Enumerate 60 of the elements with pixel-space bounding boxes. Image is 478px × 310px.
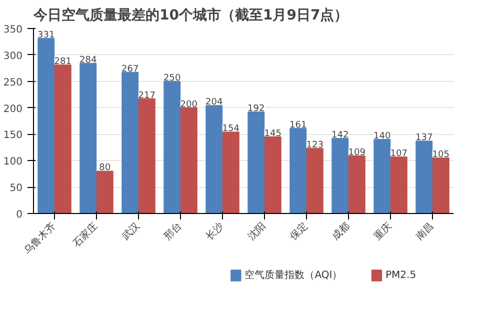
y-tick-label: 50 <box>10 183 23 194</box>
bar <box>164 80 181 214</box>
bar <box>290 128 307 214</box>
data-label: 217 <box>138 90 156 101</box>
data-label: 145 <box>264 128 282 139</box>
bar <box>306 148 324 214</box>
x-tick-label: 邢台 <box>162 220 184 243</box>
data-label: 161 <box>290 120 307 130</box>
data-label: 80 <box>99 163 111 174</box>
bar <box>332 138 349 214</box>
bar <box>248 112 265 214</box>
bar <box>180 107 198 214</box>
x-tick-label: 沈阳 <box>246 220 268 243</box>
bar <box>206 105 223 214</box>
bar <box>96 170 114 214</box>
data-label: 140 <box>374 132 391 142</box>
legend-label: PM2.5 <box>386 270 416 281</box>
data-label: 331 <box>38 30 55 41</box>
data-label: 142 <box>332 130 349 140</box>
data-label: 105 <box>432 150 450 160</box>
data-label: 281 <box>54 56 72 67</box>
bar <box>138 98 156 214</box>
bar <box>38 38 55 214</box>
x-tick-label: 石家庄 <box>70 220 100 250</box>
data-label: 192 <box>248 104 265 114</box>
bar <box>264 136 282 214</box>
y-tick-label: 250 <box>3 77 23 88</box>
bar <box>122 72 139 214</box>
x-tick-label: 保定 <box>288 220 310 243</box>
bar <box>432 158 450 214</box>
y-tick-label: 150 <box>3 130 23 142</box>
bar <box>416 140 433 214</box>
data-label: 284 <box>80 55 97 66</box>
x-tick-label: 南昌 <box>414 220 436 243</box>
bar <box>348 155 366 214</box>
data-label: 204 <box>206 98 223 108</box>
data-label: 154 <box>222 124 240 134</box>
data-label: 123 <box>306 140 324 150</box>
x-tick-label: 长沙 <box>204 220 226 243</box>
chart-title: 今日空气质量最差的10个城市（截至1月9日7点） <box>32 6 348 24</box>
x-tick-label: 成都 <box>330 220 352 243</box>
x-tick-label: 武汉 <box>120 220 142 243</box>
y-tick-label: 200 <box>3 104 23 115</box>
data-label: 137 <box>416 133 433 144</box>
legend-label: 空气质量指数（AQI） <box>244 269 342 281</box>
data-label: 267 <box>122 64 139 74</box>
y-tick-label: 0 <box>16 210 23 220</box>
data-label: 109 <box>348 148 366 158</box>
data-label: 250 <box>164 73 181 84</box>
bar <box>54 64 72 214</box>
bar <box>390 156 408 214</box>
bar <box>374 139 391 214</box>
bar <box>80 62 97 214</box>
y-tick-label: 100 <box>3 156 23 168</box>
data-label: 107 <box>390 148 408 159</box>
y-tick-label: 300 <box>3 50 23 62</box>
x-tick-label: 重庆 <box>372 220 394 243</box>
bar <box>222 132 240 214</box>
y-tick-label: 350 <box>3 24 23 36</box>
x-tick-label: 乌鲁木齐 <box>22 220 58 257</box>
